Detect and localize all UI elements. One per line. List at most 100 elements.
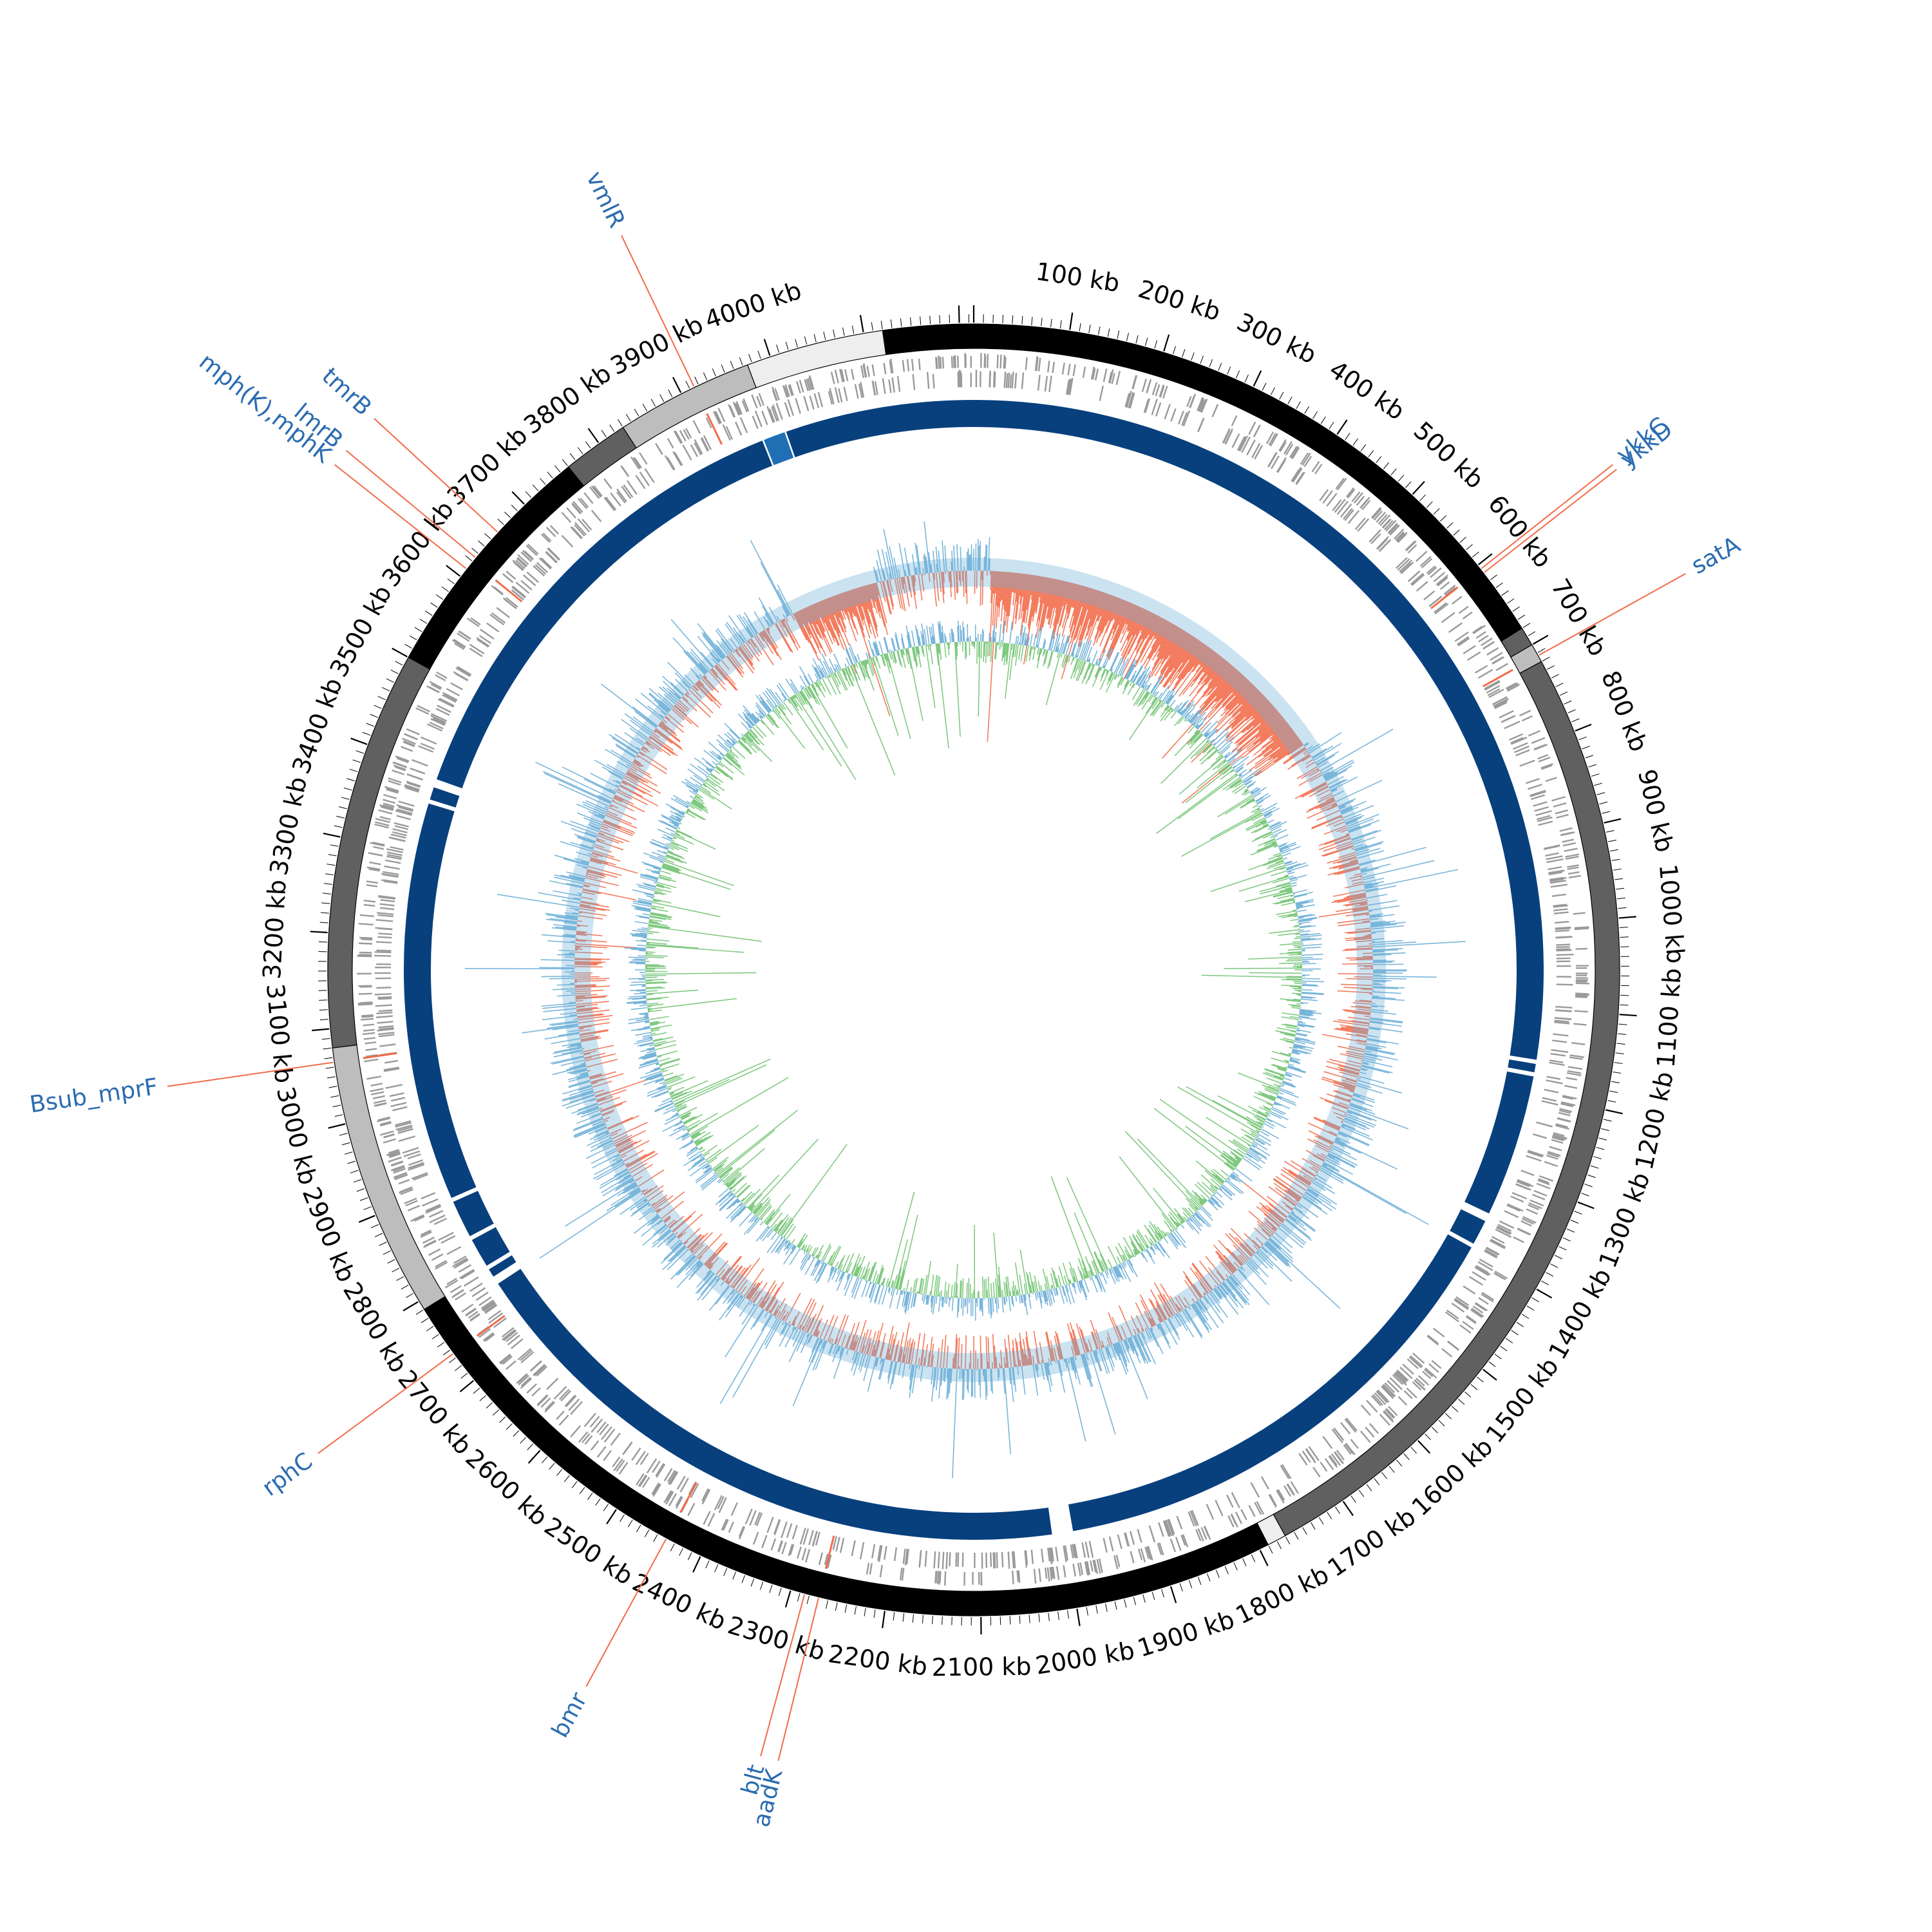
cds-feature xyxy=(1333,1427,1343,1440)
cds-feature xyxy=(527,544,539,555)
gc-content-bar xyxy=(1255,734,1297,765)
gc-content-bar xyxy=(1066,583,1076,614)
cds-feature xyxy=(896,375,901,392)
cds-feature xyxy=(1562,1095,1577,1100)
gc-content-bar xyxy=(1134,617,1162,668)
scale-tick xyxy=(1550,1263,1558,1268)
cds-feature xyxy=(1575,996,1587,998)
gc-content-bar xyxy=(1316,755,1335,766)
cds-feature xyxy=(813,393,820,408)
cds-feature xyxy=(1336,477,1347,491)
gc-content-bar xyxy=(1061,587,1090,679)
gc-content-bar xyxy=(1198,670,1238,715)
scale-tick xyxy=(374,1233,383,1237)
gc-content-bar xyxy=(1073,586,1086,625)
gc-content-bar xyxy=(1291,1211,1295,1214)
gc-content-bar xyxy=(1346,1026,1368,1031)
cds-feature xyxy=(365,1048,377,1051)
cds-feature xyxy=(714,1495,723,1511)
gc-content-bar xyxy=(1125,603,1135,624)
cds-feature xyxy=(1329,1455,1338,1466)
gc-content-bar xyxy=(1259,717,1284,737)
cds-feature xyxy=(1574,926,1589,929)
gc-skew-bar xyxy=(1117,675,1120,677)
gc-content-bar xyxy=(1362,1061,1369,1065)
gc-content-bar xyxy=(1308,1130,1334,1144)
gc-content-bar xyxy=(1260,709,1277,724)
scale-tick xyxy=(958,305,960,323)
cds-feature xyxy=(396,804,414,811)
cds-feature xyxy=(1519,759,1535,767)
gc-skew-bar xyxy=(1150,676,1162,694)
scale-tick xyxy=(1294,1531,1299,1540)
gc-content-bar xyxy=(1077,589,1097,647)
gc-content-bar xyxy=(1345,936,1372,940)
cds-feature xyxy=(406,781,421,788)
cds-feature xyxy=(1385,1408,1394,1419)
gc-content-bar xyxy=(1313,1116,1341,1129)
gc-content-bar xyxy=(1182,639,1199,663)
gc-skew-bar xyxy=(999,642,1001,650)
cds-feature xyxy=(582,1433,591,1443)
scale-tick xyxy=(694,376,699,384)
scale-tick xyxy=(334,825,343,828)
cds-feature xyxy=(1033,1569,1037,1584)
gc-content-bar xyxy=(1316,1145,1330,1153)
cds-feature xyxy=(1276,459,1286,473)
cds-feature xyxy=(1554,1021,1570,1025)
cds-feature xyxy=(1296,471,1305,486)
cds-feature xyxy=(784,384,790,397)
cds-feature xyxy=(1206,1504,1215,1520)
gc-content-bar xyxy=(1030,575,1036,600)
gc-skew-bar xyxy=(1273,891,1293,898)
cds-feature xyxy=(1350,1439,1359,1449)
gc-content-bar xyxy=(1265,728,1293,749)
scale-tick xyxy=(750,1578,755,1587)
cds-feature xyxy=(1146,1546,1152,1560)
cds-feature xyxy=(417,705,430,713)
gc-skew-bar xyxy=(1029,634,1033,647)
gc-content-bar xyxy=(1357,945,1372,947)
cds-feature xyxy=(1319,489,1329,502)
gc-content-bar xyxy=(1347,931,1372,934)
gc-content-bar xyxy=(1318,909,1368,918)
gc-content-bar xyxy=(1323,840,1352,852)
scale-tick xyxy=(1453,529,1460,536)
cds-feature xyxy=(379,1034,395,1037)
cds-feature xyxy=(1432,1327,1445,1338)
cds-feature xyxy=(1191,1510,1199,1526)
gc-content-bar xyxy=(1226,683,1253,710)
cds-feature xyxy=(1573,1023,1587,1026)
cds-feature xyxy=(1347,489,1356,499)
cds-feature xyxy=(889,360,893,374)
cds-feature xyxy=(1200,399,1207,413)
scale-tick xyxy=(1512,606,1520,612)
cds-feature xyxy=(522,574,536,587)
cds-feature xyxy=(668,1493,677,1507)
gc-content-bar xyxy=(1228,1276,1249,1301)
gc-content-bar xyxy=(1096,592,1106,616)
scale-tick xyxy=(1388,1466,1395,1473)
scale-tick xyxy=(732,1571,737,1580)
cds-feature xyxy=(996,1552,998,1569)
gc-content-bar xyxy=(1251,702,1271,720)
scale-tick xyxy=(325,873,334,876)
scale-tick xyxy=(1494,1354,1502,1359)
scale-tick xyxy=(730,361,734,369)
cds-feature xyxy=(1474,1302,1486,1311)
gc-content-bar xyxy=(998,571,1001,608)
cds-feature xyxy=(437,698,454,708)
gc-content-bar xyxy=(1370,920,1396,925)
gc-content-bar xyxy=(1170,636,1195,673)
gc-content-bar xyxy=(1367,900,1397,906)
gc-content-bar xyxy=(1256,1220,1273,1235)
cds-feature xyxy=(1426,565,1436,574)
gc-content-bar xyxy=(1321,766,1334,775)
cds-feature xyxy=(384,865,400,870)
cds-feature xyxy=(1079,1562,1084,1575)
scale-tick xyxy=(1224,1566,1229,1575)
gc-content-bar xyxy=(1337,867,1360,875)
gc-skew-bar xyxy=(1188,726,1195,734)
scale-tick xyxy=(330,1095,339,1098)
gc-content-bar xyxy=(1346,978,1373,980)
